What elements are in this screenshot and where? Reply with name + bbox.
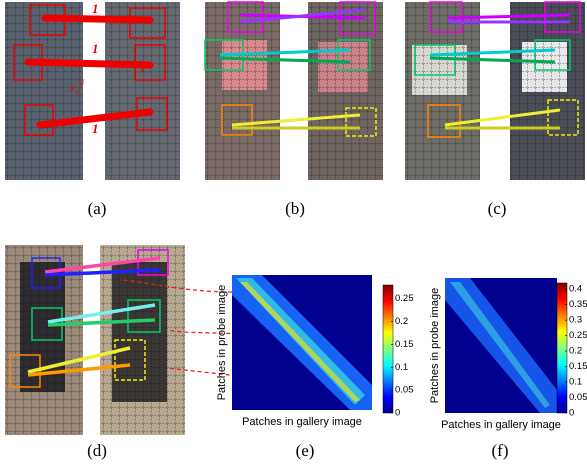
colorbar-tick-label: 0.25 [395,293,414,304]
colorbar-tick-label: 0.05 [395,385,414,396]
panel-label: (d) [87,441,107,460]
colorbar-tick-label: 0 [569,408,574,419]
colorbar [556,282,568,414]
annotation: xsU [69,78,85,96]
panel-label: (e) [296,441,315,460]
colorbar-tick-label: 0.15 [395,339,414,350]
colorbar-tick-label: 0.15 [569,361,587,372]
weight-label: 1 [92,1,99,16]
panel-f [445,278,557,413]
colorbar-tick-label: 0.3 [569,315,582,326]
annotation: xV [139,60,151,76]
weight-label: 1 [92,121,99,136]
panel-labels: (a) (b) (c) (d) (e) (f) [87,199,508,460]
panel-label: (c) [488,199,507,218]
colorbar [382,284,394,414]
colorbar-tick-label: 0.1 [569,377,582,388]
colorbar-tick-label: 0.35 [569,299,587,310]
colorbar-tick-label: 0.05 [569,392,587,403]
y-axis-label: Patches in probe image [216,285,228,401]
colorbar-tick-label: 0 [395,408,400,419]
colorbar-tick-label: 0.2 [395,316,408,327]
panel-a: 1 1 1 xsU xV [5,1,180,180]
panel-d [5,245,321,435]
colorbar-tick-label: 0.2 [569,346,582,357]
y-axis-label: Patches in probe image [429,288,441,404]
panel-label: (f) [492,441,509,460]
panel-label: (b) [285,199,305,218]
heatmap-axes: Patches in probe image Patches in gallery… [216,282,587,431]
weight-label: 1 [92,41,99,56]
colorbar-tick-label: 0.1 [395,362,408,373]
panel-b [204,1,383,180]
panel-c [405,1,585,180]
panel-label: (a) [88,199,107,218]
x-axis-label: Patches in gallery image [242,416,362,428]
colorbar-tick-label: 0.25 [569,330,587,341]
x-axis-label: Patches in gallery image [441,419,561,431]
colorbar-tick-label: 0.4 [569,284,582,295]
panel-e [232,275,372,410]
